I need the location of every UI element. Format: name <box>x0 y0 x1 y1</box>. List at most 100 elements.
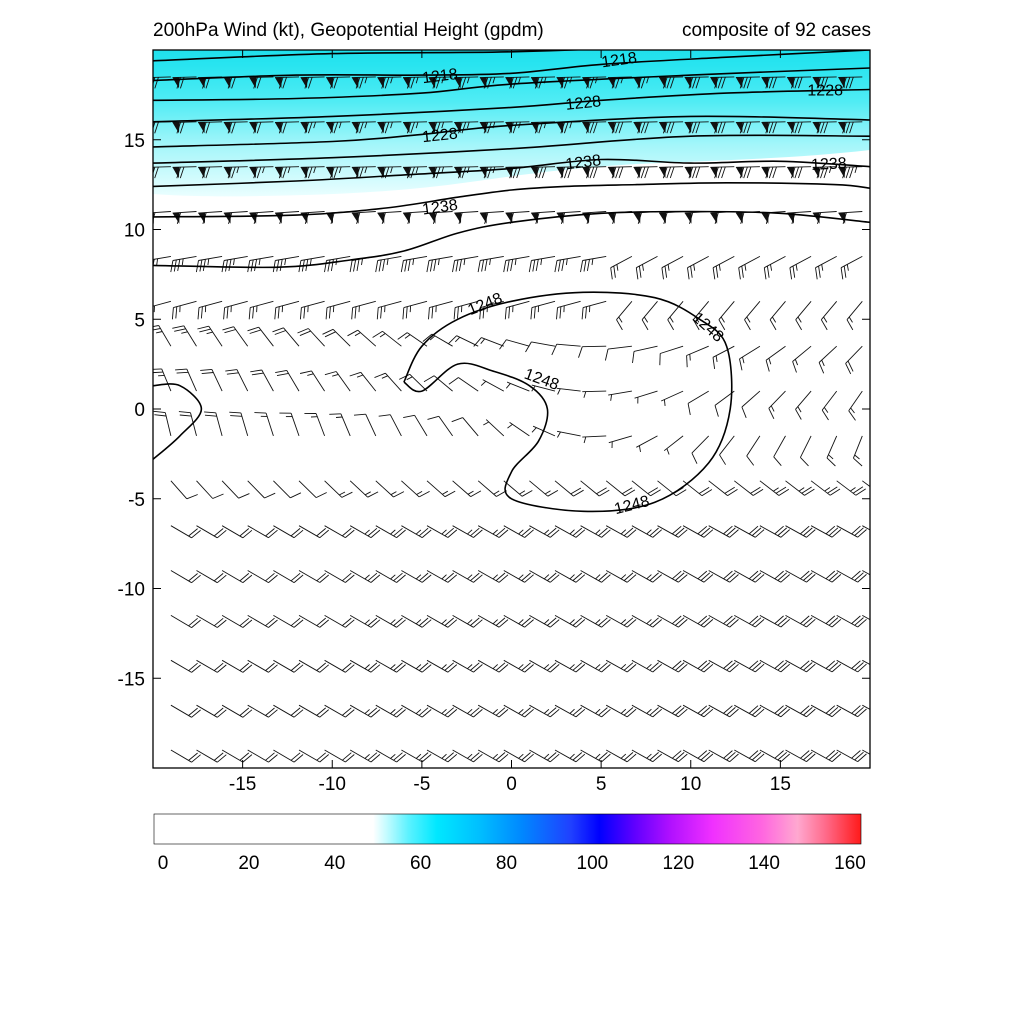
y-tick-label: 5 <box>134 310 145 331</box>
wind-barb <box>735 76 760 89</box>
wind-barb <box>221 570 253 583</box>
wind-barb <box>765 345 786 372</box>
contour-label-1228: 1228 <box>565 93 602 114</box>
wind-barb <box>759 525 790 538</box>
wind-barb <box>708 480 738 496</box>
wind-barb <box>326 76 351 89</box>
wind-barb <box>838 121 863 134</box>
wind-barb <box>528 255 556 273</box>
wind-barb <box>556 387 581 395</box>
wind-barb <box>582 390 607 398</box>
wind-barb <box>687 256 709 280</box>
wind-barb <box>377 76 402 89</box>
colorbar-tick-label: 160 <box>834 853 866 874</box>
wind-barb <box>605 480 636 497</box>
wind-barb <box>248 300 274 320</box>
wind-barb <box>172 325 197 347</box>
wind-barb <box>503 749 534 763</box>
wind-barb <box>663 435 684 455</box>
wind-barb <box>792 345 812 373</box>
wind-barb <box>684 166 709 179</box>
wind-barb <box>153 325 172 347</box>
wind-barb <box>477 480 507 497</box>
wind-barb <box>196 570 227 584</box>
wind-barb <box>298 525 329 539</box>
wind-barb <box>759 480 790 496</box>
wind-barb <box>582 166 607 179</box>
wind-barb <box>401 749 432 763</box>
wind-barb <box>298 704 329 718</box>
wind-barb <box>249 121 274 134</box>
wind-barb <box>580 704 611 718</box>
wind-barb <box>274 121 300 134</box>
wind-barb <box>298 749 329 763</box>
wind-barb <box>503 615 534 628</box>
wind-barb <box>687 390 709 415</box>
wind-barb <box>324 749 355 763</box>
wind-barb <box>556 211 581 225</box>
wind-barb <box>452 480 482 497</box>
wind-barb <box>580 570 611 583</box>
wind-barb <box>810 480 841 496</box>
wind-barb <box>661 256 684 280</box>
wind-barb <box>836 525 867 538</box>
contour-label-text: 1238 <box>565 152 603 173</box>
wind-barb <box>454 76 479 89</box>
wind-barb <box>739 345 761 371</box>
wind-barb <box>324 255 351 273</box>
wind-barb <box>426 704 458 718</box>
contour-1228 <box>153 88 870 123</box>
contour-1238 <box>153 158 870 188</box>
contour-label-1238: 1238 <box>565 152 603 173</box>
wind-barb <box>401 570 432 583</box>
wind-barb <box>848 390 863 421</box>
contour-label-text: 1238 <box>421 197 459 219</box>
wind-barb <box>556 300 581 320</box>
wind-barb <box>820 301 838 331</box>
wind-barb <box>785 525 816 538</box>
wind-barb <box>274 76 300 89</box>
wind-barb <box>862 570 870 576</box>
wind-barb <box>551 343 581 356</box>
contour-label-text: 1248 <box>613 493 652 518</box>
contour-1248 <box>153 383 203 460</box>
wind-barb <box>862 525 870 531</box>
wind-barb <box>453 300 479 320</box>
wind-barb <box>477 704 509 718</box>
chart-subtitle: composite of 92 cases <box>681 20 871 41</box>
wind-barb <box>225 369 249 392</box>
wind-barb <box>454 211 479 225</box>
wind-barb <box>247 615 278 628</box>
contour-label-1218: 1218 <box>600 50 638 72</box>
wind-barb <box>351 300 376 320</box>
wind-barb <box>529 570 560 583</box>
wind-barb <box>836 749 867 762</box>
wind-barb <box>324 525 355 538</box>
wind-barb <box>578 345 607 358</box>
wind-barb <box>580 525 611 538</box>
wind-barb <box>631 480 661 497</box>
wind-barb <box>812 121 837 134</box>
wind-barb <box>375 615 406 628</box>
wind-barb <box>773 435 786 466</box>
wind-barb <box>530 166 556 179</box>
wind-barb <box>329 413 351 437</box>
wind-barb <box>608 390 632 401</box>
wind-barb <box>759 749 790 763</box>
wind-barb <box>428 121 453 134</box>
wind-barb <box>427 415 453 437</box>
wind-barb <box>795 301 812 331</box>
wind-barb <box>324 570 355 583</box>
wind-barb <box>785 615 816 628</box>
wind-barb <box>349 480 379 498</box>
wind-barb <box>195 255 223 273</box>
wind-barb <box>247 326 274 347</box>
wind-barb <box>810 749 842 762</box>
wind-barb <box>428 76 453 89</box>
wind-barb <box>734 570 765 583</box>
wind-barb <box>198 211 223 225</box>
wind-barb <box>172 121 197 134</box>
wind-barb <box>554 480 584 497</box>
wind-barb <box>862 704 870 710</box>
wind-barb <box>659 76 684 89</box>
